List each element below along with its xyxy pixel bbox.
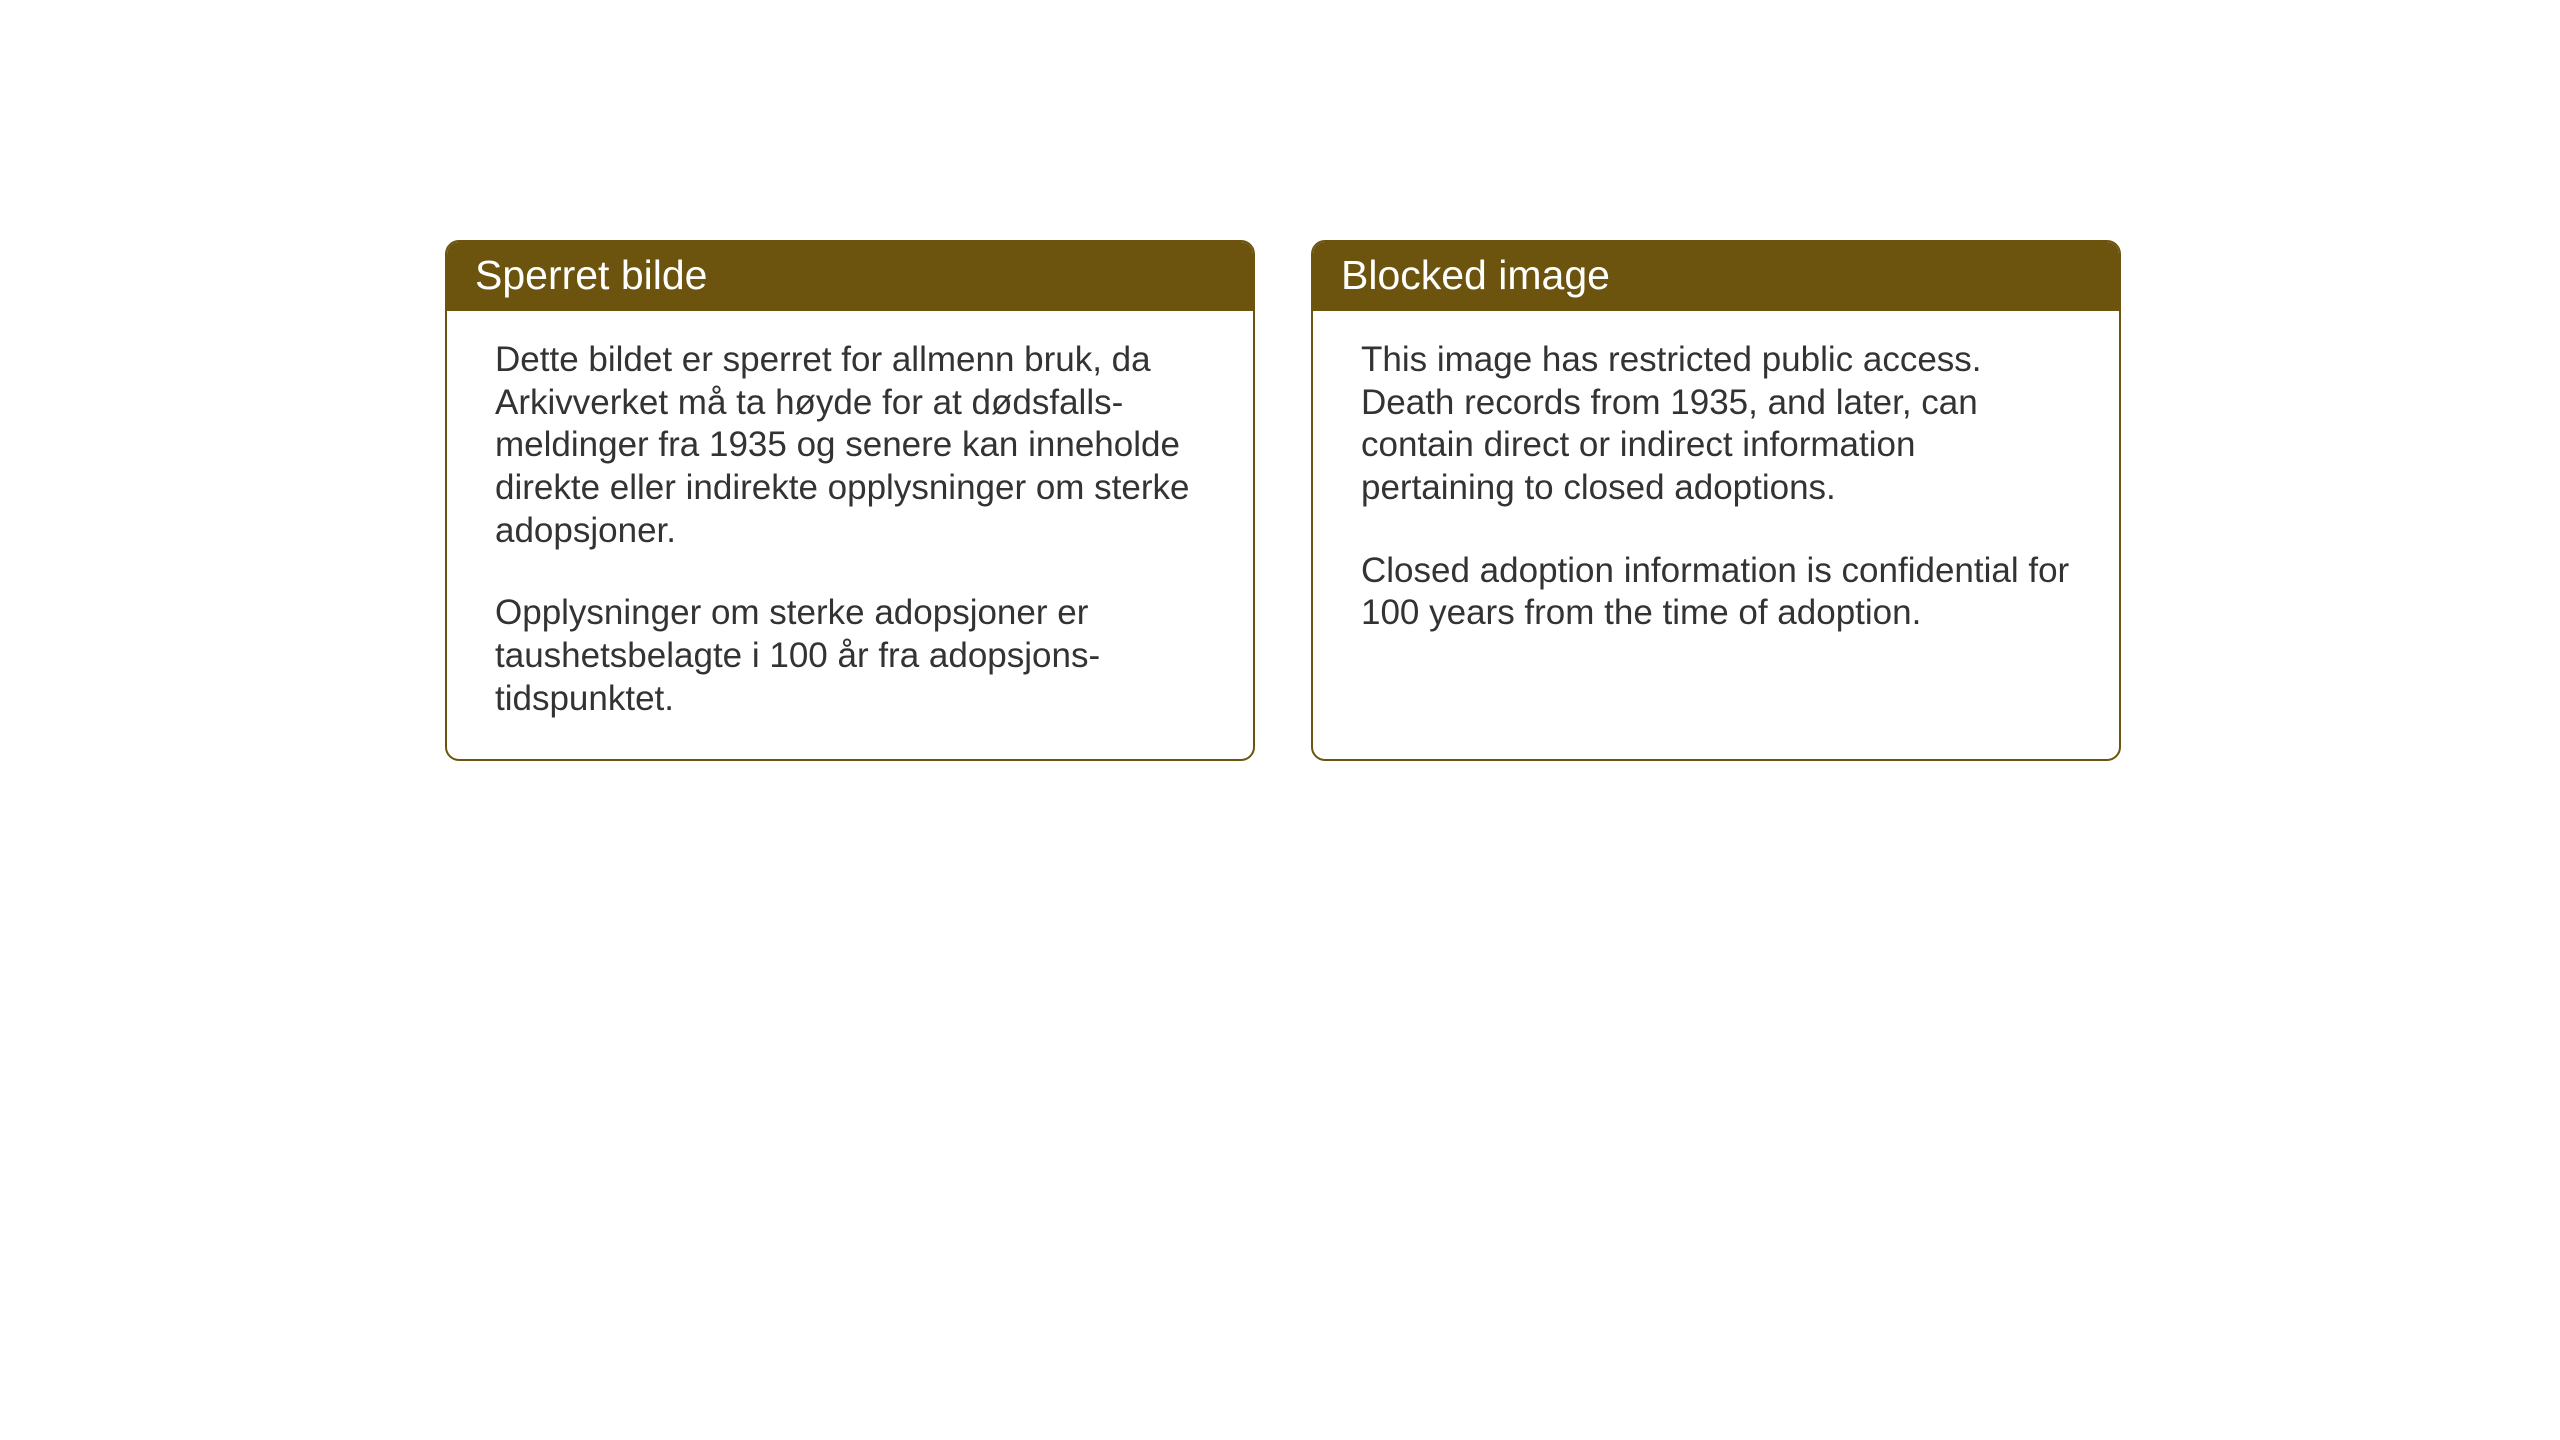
paragraph-1: This image has restricted public access.… <box>1361 339 2077 510</box>
notice-card-norwegian: Sperret bilde Dette bildet er sperret fo… <box>445 240 1255 761</box>
notice-cards-container: Sperret bilde Dette bildet er sperret fo… <box>445 240 2121 761</box>
paragraph-1: Dette bildet er sperret for allmenn bruk… <box>495 339 1211 552</box>
notice-card-english: Blocked image This image has restricted … <box>1311 240 2121 761</box>
paragraph-2: Closed adoption information is confident… <box>1361 550 2077 635</box>
card-body-norwegian: Dette bildet er sperret for allmenn bruk… <box>447 311 1253 759</box>
card-body-english: This image has restricted public access.… <box>1313 311 2119 759</box>
paragraph-2: Opplysninger om sterke adopsjoner er tau… <box>495 592 1211 720</box>
card-header-norwegian: Sperret bilde <box>447 242 1253 311</box>
card-header-english: Blocked image <box>1313 242 2119 311</box>
card-title: Blocked image <box>1341 252 1610 298</box>
card-title: Sperret bilde <box>475 252 707 298</box>
